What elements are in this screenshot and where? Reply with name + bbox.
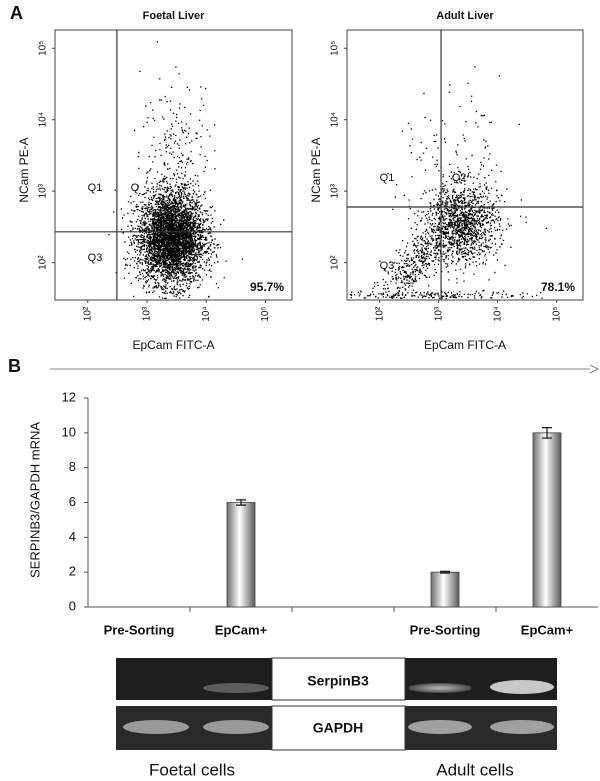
quadrant-label: Q3 xyxy=(380,260,395,272)
x-axis-label: EpCam FITC-A xyxy=(424,338,506,352)
x-tick-label: EpCam+ xyxy=(215,622,268,637)
quadrant-label: Q3 xyxy=(88,252,103,264)
y-tick-label: 10⁴ xyxy=(38,112,49,127)
quadrant-label: Q1 xyxy=(88,182,103,194)
gel-band xyxy=(408,683,472,693)
quadrant-label: Q xyxy=(131,182,140,194)
x-tick-label: 10³ xyxy=(142,306,153,321)
gel-band xyxy=(203,683,269,693)
y-tick-label: 10³ xyxy=(38,183,49,198)
event-dots xyxy=(108,41,244,300)
error-bar xyxy=(236,499,246,506)
flow-plot: 10² 10³ 10⁴ 10⁵ 10² 10³ 10⁴ 10⁵ Foetal Liver EpCa… xyxy=(17,10,293,352)
y-tick-label: 10 xyxy=(62,424,76,439)
y-tick-label: 12 xyxy=(62,389,76,404)
y-tick-label: 10⁵ xyxy=(330,41,341,56)
gel-band xyxy=(490,680,554,694)
x-tick-label: 10⁴ xyxy=(201,306,212,321)
panel-label: A xyxy=(10,3,23,23)
x-axis-label: EpCam FITC-A xyxy=(132,338,214,352)
y-tick-label: 10³ xyxy=(330,183,341,198)
group-label: Adult cells xyxy=(436,760,513,779)
error-bar xyxy=(440,570,450,574)
arrow-head xyxy=(589,364,600,374)
gel-band xyxy=(408,720,472,734)
y-axis-label: NCam PE-A xyxy=(309,137,323,202)
y-tick-label: 8 xyxy=(69,459,76,474)
plot-title: Adult Liver xyxy=(436,10,494,22)
gel-band xyxy=(203,720,269,734)
x-tick-label: Pre-Sorting xyxy=(104,622,175,637)
quadrant-label: Q2 xyxy=(452,172,467,184)
x-tick-label: 10⁵ xyxy=(551,306,562,321)
y-tick-label: 6 xyxy=(69,494,76,509)
gel-label-box xyxy=(271,705,406,751)
y-tick-label: 4 xyxy=(69,529,76,544)
plot-frame xyxy=(346,29,584,301)
x-tick-label: 10² xyxy=(374,306,385,321)
group-label: Foetal cells xyxy=(149,760,235,779)
gel-band xyxy=(123,720,189,734)
plot-title: Foetal Liver xyxy=(143,10,205,22)
gel-label-box xyxy=(271,657,406,701)
bar xyxy=(532,432,562,608)
gel-band xyxy=(490,720,554,734)
error-bar xyxy=(542,427,552,439)
y-axis-label: NCam PE-A xyxy=(17,137,31,202)
y-tick-label: 10² xyxy=(330,255,341,270)
gel-band-label: SerpinB3 xyxy=(307,673,369,689)
gel-lane-block xyxy=(116,658,272,700)
quadrant-label: Q1 xyxy=(380,172,395,184)
y-tick-label: 10⁵ xyxy=(38,41,49,56)
x-tick-label: 10² xyxy=(82,306,93,321)
bar xyxy=(226,502,256,608)
x-tick-label: Pre-Sorting xyxy=(410,622,481,637)
gel-band-label: GAPDH xyxy=(313,720,364,736)
gel-lane-block xyxy=(405,658,557,700)
y-axis-label: SERPINB3/GAPDH mRNA xyxy=(27,422,42,578)
x-tick-label: 10³ xyxy=(433,306,444,321)
x-tick-label: 10⁴ xyxy=(492,306,503,321)
panel-label: B xyxy=(8,356,21,376)
x-tick-label: EpCam+ xyxy=(521,622,574,637)
x-tick-label: 10⁵ xyxy=(260,306,271,321)
quadrant-percent: 78.1% xyxy=(541,280,575,294)
flow-plot: 10² 10³ 10⁴ 10⁵ 10² 10³ 10⁴ 10⁵ Adult Liver EpCam… xyxy=(309,10,584,352)
y-tick-label: 0 xyxy=(69,598,76,613)
y-tick-label: 10⁴ xyxy=(330,112,341,127)
bar xyxy=(430,571,460,608)
y-tick-label: 2 xyxy=(69,564,76,579)
y-tick-label: 10² xyxy=(38,255,49,270)
gel: SerpinB3 GAPDH Foetal cells Adult cells xyxy=(116,657,557,779)
quadrant-percent: 95.7% xyxy=(250,280,284,294)
